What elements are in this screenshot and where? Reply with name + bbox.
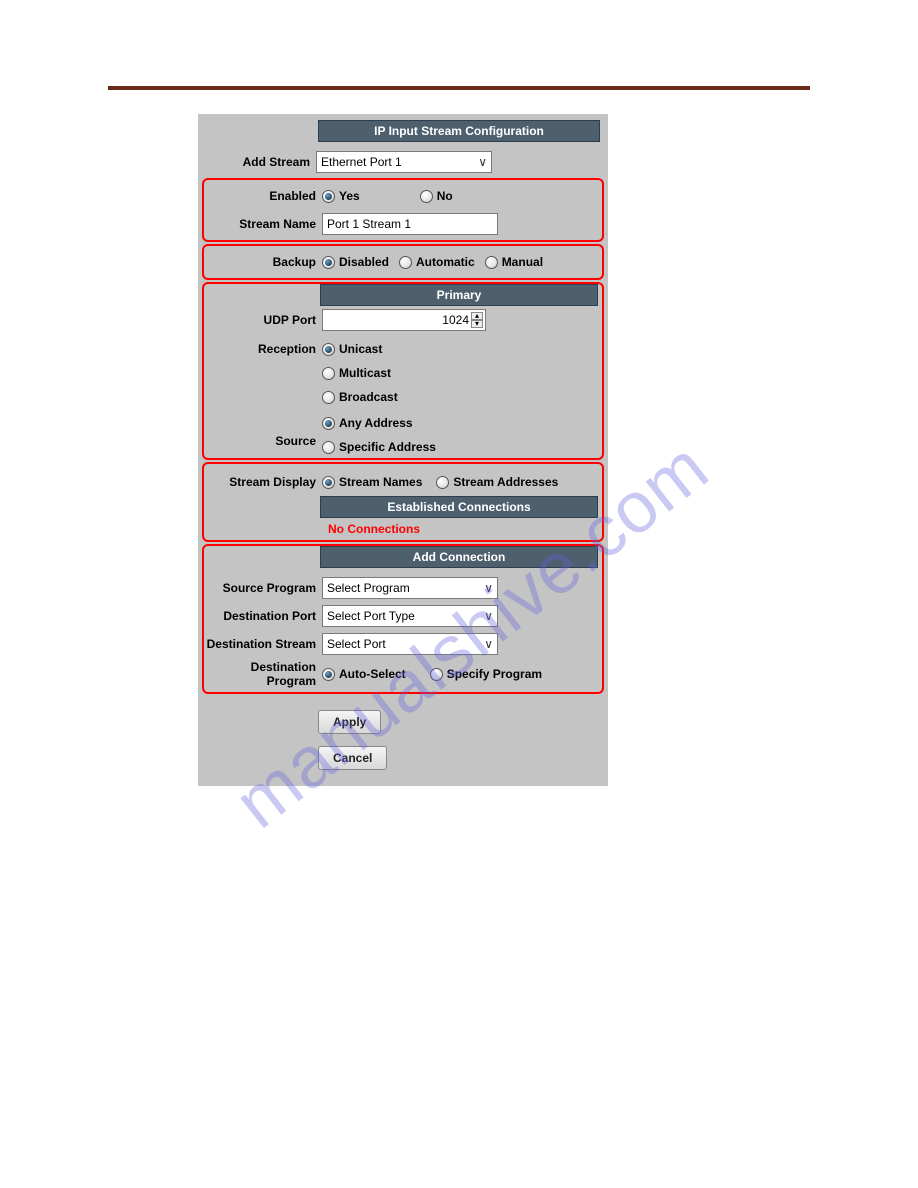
group-primary: Primary UDP Port 1024 ▴▾ Reception Unica… (202, 282, 604, 460)
label-source: Source (204, 434, 322, 454)
radio-enabled-no[interactable]: No (420, 189, 453, 203)
label-add-stream: Add Stream (198, 155, 316, 169)
radio-dot-icon (322, 190, 335, 203)
radio-enabled-yes[interactable]: Yes (322, 189, 360, 203)
add-stream-value: Ethernet Port 1 (321, 155, 402, 169)
apply-button[interactable]: Apply (318, 710, 381, 734)
label-destination-program: Destination Program (204, 660, 322, 688)
page-top-rule (108, 86, 810, 90)
destination-stream-value: Select Port (327, 637, 386, 651)
group-backup: Backup Disabled Automatic Manual (202, 244, 604, 280)
label-enabled: Enabled (204, 189, 322, 203)
radio-destprog-auto[interactable]: Auto-Select (322, 667, 406, 681)
radio-source-any[interactable]: Any Address (322, 416, 413, 430)
group-display-established: Stream Display Stream Names Stream Addre… (202, 462, 604, 542)
radio-reception-unicast[interactable]: Unicast (322, 342, 382, 356)
radio-dot-icon (322, 668, 335, 681)
udp-port-value: 1024 (442, 313, 469, 327)
radio-dot-icon (485, 256, 498, 269)
udp-port-input[interactable]: 1024 ▴▾ (322, 309, 486, 331)
group-add-connection: Add Connection Source Program Select Pro… (202, 544, 604, 694)
header-established: Established Connections (320, 496, 598, 518)
radio-reception-broadcast[interactable]: Broadcast (322, 390, 398, 404)
spinner-icon[interactable]: ▴▾ (471, 312, 483, 328)
label-destination-port: Destination Port (204, 609, 322, 623)
header-primary: Primary (320, 284, 598, 306)
label-reception: Reception (204, 336, 322, 356)
destination-stream-select[interactable]: Select Port ∨ (322, 633, 498, 655)
radio-destprog-specify[interactable]: Specify Program (430, 667, 542, 681)
destination-port-value: Select Port Type (327, 609, 415, 623)
header-main: IP Input Stream Configuration (318, 120, 600, 142)
label-stream-name: Stream Name (204, 217, 322, 231)
label-destination-stream: Destination Stream (204, 637, 322, 651)
radio-dot-icon (322, 391, 335, 404)
destination-port-select[interactable]: Select Port Type ∨ (322, 605, 498, 627)
radio-backup-manual[interactable]: Manual (485, 255, 543, 269)
stream-name-input[interactable] (322, 213, 498, 235)
radio-display-names[interactable]: Stream Names (322, 475, 422, 489)
label-source-program: Source Program (204, 581, 322, 595)
header-add-connection: Add Connection (320, 546, 598, 568)
no-connections-text: No Connections (324, 518, 602, 538)
radio-dot-icon (420, 190, 433, 203)
source-program-value: Select Program (327, 581, 410, 595)
radio-dot-icon (430, 668, 443, 681)
radio-dot-icon (322, 417, 335, 430)
radio-backup-automatic[interactable]: Automatic (399, 255, 475, 269)
source-program-select[interactable]: Select Program ∨ (322, 577, 498, 599)
chevron-down-icon: ∨ (484, 609, 493, 623)
label-udp-port: UDP Port (204, 313, 322, 327)
label-stream-display: Stream Display (204, 475, 322, 489)
radio-dot-icon (322, 476, 335, 489)
cancel-button[interactable]: Cancel (318, 746, 387, 770)
group-enabled-name: Enabled Yes No Stream Name (202, 178, 604, 242)
radio-dot-icon (399, 256, 412, 269)
radio-dot-icon (436, 476, 449, 489)
label-backup: Backup (204, 255, 322, 269)
radio-dot-icon (322, 441, 335, 454)
chevron-down-icon: ∨ (484, 637, 493, 651)
radio-dot-icon (322, 367, 335, 380)
add-stream-select[interactable]: Ethernet Port 1 ∨ (316, 151, 492, 173)
radio-dot-icon (322, 343, 335, 356)
radio-dot-icon (322, 256, 335, 269)
chevron-down-icon: ∨ (484, 581, 493, 595)
radio-backup-disabled[interactable]: Disabled (322, 255, 389, 269)
radio-source-specific[interactable]: Specific Address (322, 440, 436, 454)
config-panel: IP Input Stream Configuration Add Stream… (198, 114, 608, 786)
radio-display-addresses[interactable]: Stream Addresses (436, 475, 558, 489)
radio-reception-multicast[interactable]: Multicast (322, 366, 391, 380)
chevron-down-icon: ∨ (478, 155, 487, 169)
